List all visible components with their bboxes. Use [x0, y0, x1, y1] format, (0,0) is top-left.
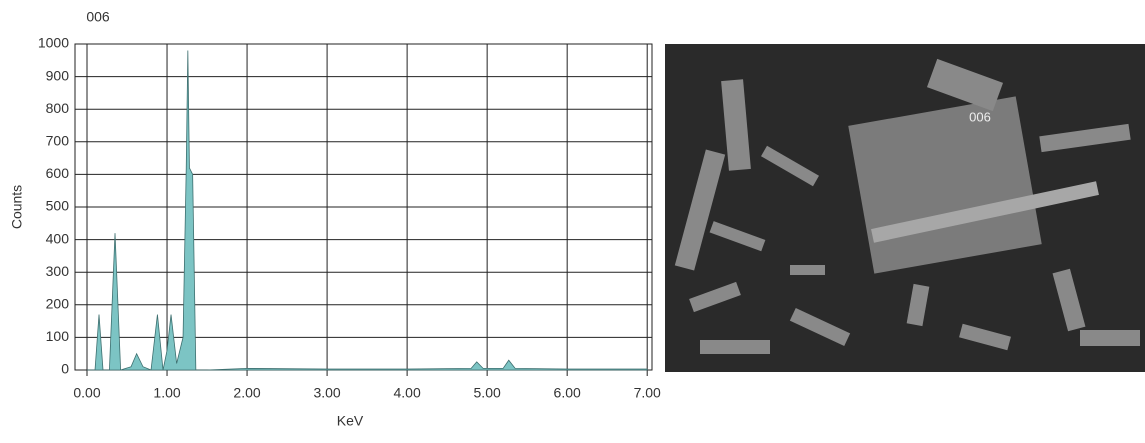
x-axis-label: KeV	[337, 413, 364, 429]
y-tick-label: 0	[61, 361, 69, 377]
page: 006 Counts KeV 006 0 100 200 300 400 500 600 70…	[0, 0, 1145, 443]
sem-image: 006	[665, 44, 1145, 372]
y-tick-label: 200	[46, 296, 70, 312]
spectrum-area	[87, 51, 647, 370]
y-tick-label: 300	[46, 263, 70, 279]
x-tick-label: 5.00	[474, 385, 501, 401]
y-axis-label: Counts	[9, 185, 25, 229]
x-tick-label: 0.00	[73, 385, 100, 401]
x-tick-label: 3.00	[313, 385, 340, 401]
y-tick-label: 1000	[38, 35, 69, 51]
y-tick-label: 800	[46, 100, 70, 116]
y-tick-label: 100	[46, 328, 70, 344]
x-tick-label: 1.00	[153, 385, 180, 401]
y-tick-label: 700	[46, 133, 70, 149]
figure: 006 Counts KeV 006 0 100 200 300 400 500 600 70…	[0, 0, 1145, 438]
x-tick-label: 6.00	[554, 385, 581, 401]
y-tick-label: 900	[46, 67, 70, 83]
image-label: 006	[969, 109, 991, 124]
x-tick-label: 4.00	[393, 385, 420, 401]
spectrum-label: 006	[86, 9, 110, 25]
y-tick-label: 500	[46, 198, 70, 214]
y-tick-label: 600	[46, 165, 70, 181]
y-tick-label: 400	[46, 230, 70, 246]
x-tick-label: 7.00	[634, 385, 661, 401]
x-tick-label: 2.00	[233, 385, 260, 401]
